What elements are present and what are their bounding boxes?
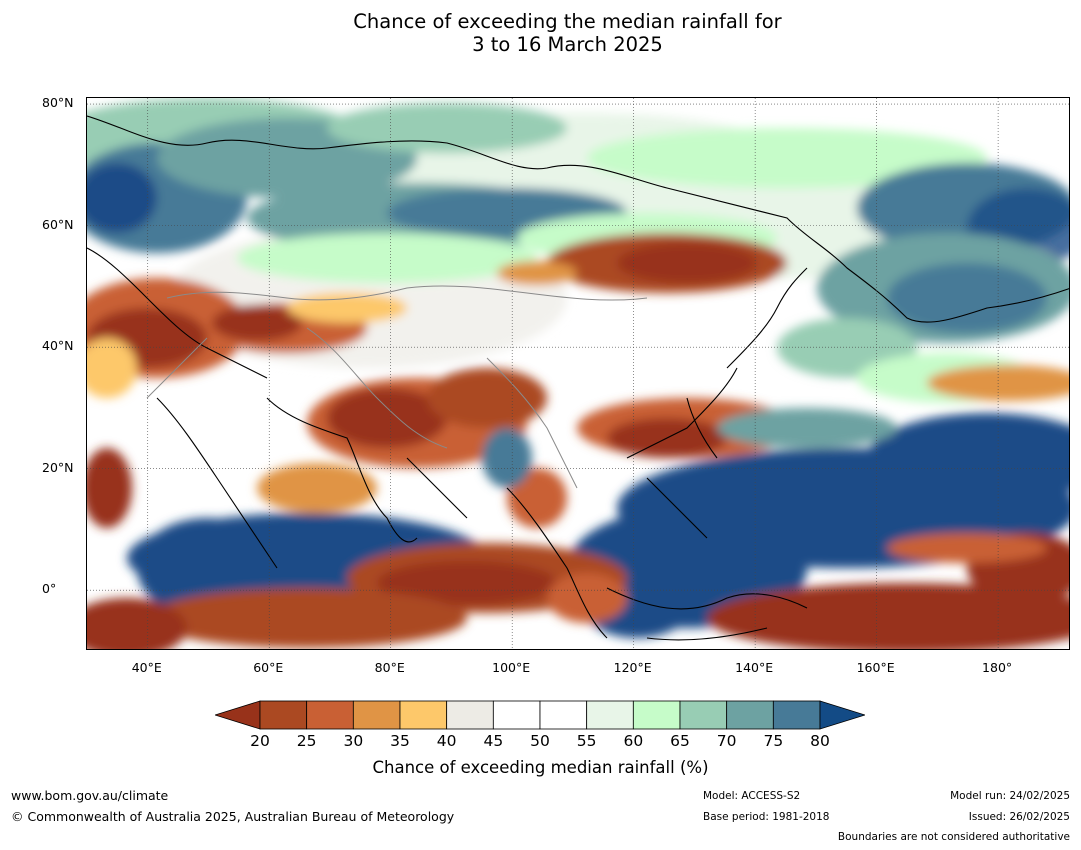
colorbar-tick-label: 20	[250, 732, 270, 750]
longitude-label: 120°E	[613, 660, 652, 675]
colorbar-tick-label: 70	[716, 732, 737, 750]
colorbar-tick-label: 30	[343, 732, 364, 750]
colorbar-tick-label: 40	[436, 732, 457, 750]
colorbar-swatch	[492, 700, 541, 730]
colorbar-tick-label: 50	[530, 732, 550, 750]
colorbar-under-extension	[213, 700, 261, 730]
colorbar-title: Chance of exceeding median rainfall (%)	[372, 758, 709, 777]
latitude-label: 60°N	[42, 216, 74, 232]
longitude-label: 80°E	[374, 660, 405, 675]
colorbar	[213, 700, 867, 730]
map-title-line-2: 3 to 16 March 2025	[472, 33, 663, 56]
map-canvas	[87, 98, 1069, 649]
footer-issued: Issued: 26/02/2025	[968, 811, 1070, 823]
gridlines	[87, 98, 1069, 649]
latitude-label: 40°N	[42, 338, 74, 354]
colorbar-over-extension	[819, 700, 867, 730]
colorbar-swatch	[679, 700, 728, 730]
colorbar-tick-label: 55	[576, 732, 597, 750]
map-title-line-1: Chance of exceeding the median rainfall …	[353, 10, 782, 33]
colorbar-tick-label: 25	[296, 732, 317, 750]
colorbar-swatch	[306, 700, 354, 730]
colorbar-swatch	[399, 700, 448, 730]
colorbar-tick-label: 60	[623, 732, 644, 750]
longitude-label: 180°	[982, 660, 1013, 675]
colorbar-swatch	[446, 700, 494, 730]
longitude-label: 140°E	[735, 660, 774, 675]
latitude-label: 0°	[42, 581, 57, 597]
colorbar-swatch	[352, 700, 401, 730]
footer-copyright: © Commonwealth of Australia 2025, Austra…	[11, 809, 455, 824]
longitude-label: 160°E	[856, 660, 895, 675]
colorbar-swatch	[259, 700, 308, 730]
latitude-label: 80°N	[42, 95, 74, 111]
colorbar-tick-label: 35	[390, 732, 410, 750]
latitude-label: 20°N	[42, 459, 74, 475]
colorbar-tick-label: 45	[483, 732, 504, 750]
footer-model-run: Model run: 24/02/2025	[950, 790, 1070, 802]
rainfall-probability-map	[86, 97, 1070, 650]
footer-base-period: Base period: 1981-2018	[703, 811, 830, 823]
longitude-label: 100°E	[492, 660, 531, 675]
colorbar-swatch	[632, 700, 681, 730]
footer-model: Model: ACCESS-S2	[703, 790, 801, 802]
colorbar-swatch	[772, 700, 821, 730]
map-title: Chance of exceeding the median rainfall …	[0, 10, 1081, 56]
longitude-label: 40°E	[131, 660, 162, 675]
colorbar-tick-label: 65	[670, 732, 690, 750]
colorbar-tick-label: 80	[810, 732, 830, 750]
colorbar-swatch	[586, 700, 634, 730]
colorbar-swatch	[726, 700, 774, 730]
longitude-label: 60°E	[253, 660, 284, 675]
probability-field	[87, 98, 1069, 649]
footer-disclaimer: Boundaries are not considered authoritat…	[837, 831, 1070, 843]
colorbar-swatches	[213, 700, 867, 730]
coastlines	[87, 115, 1069, 641]
colorbar-tick-label: 75	[763, 732, 784, 750]
footer-url: www.bom.gov.au/climate	[11, 788, 169, 803]
colorbar-swatch	[539, 700, 588, 730]
